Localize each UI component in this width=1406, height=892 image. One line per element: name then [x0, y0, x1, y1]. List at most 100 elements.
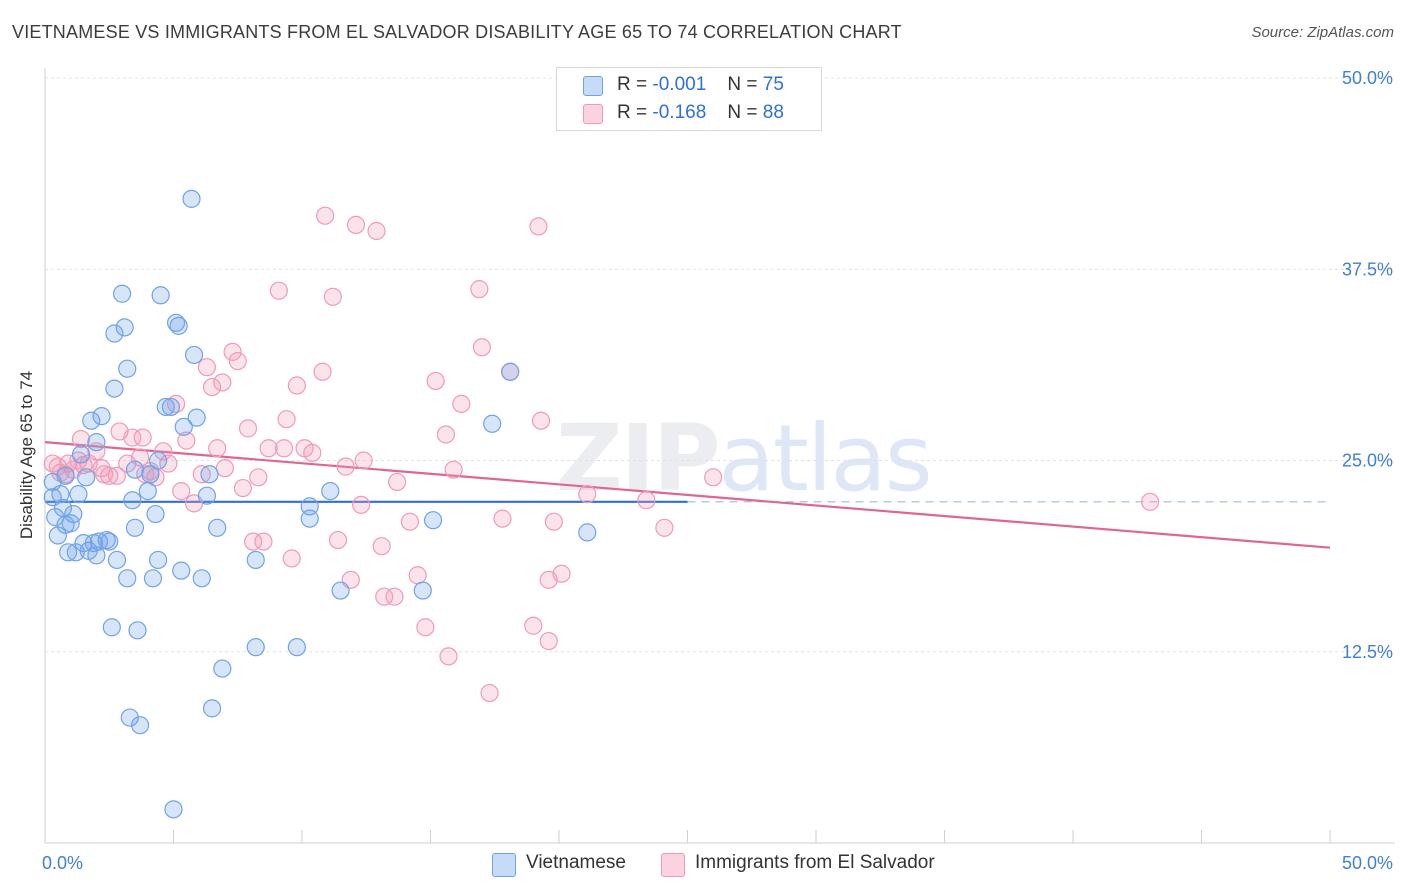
- point-el-salvador: [323, 287, 342, 306]
- point-el-salvador: [704, 468, 723, 487]
- point-el-salvador: [328, 530, 348, 550]
- point-el-salvador: [133, 428, 152, 447]
- point-vietnamese: [107, 550, 127, 570]
- chart-title: VIETNAMESE VS IMMIGRANTS FROM EL SALVADO…: [12, 22, 902, 42]
- point-el-salvador: [172, 482, 191, 501]
- point-el-salvador: [444, 460, 463, 479]
- point-vietnamese: [92, 407, 111, 426]
- x-tick-label: 50.0%: [1342, 853, 1393, 873]
- point-el-salvador: [524, 616, 543, 635]
- legend-n-value-el-salvador: 88: [762, 102, 784, 123]
- point-el-salvador: [215, 459, 234, 478]
- point-vietnamese: [102, 618, 121, 637]
- point-el-salvador: [552, 564, 571, 583]
- point-vietnamese: [77, 468, 96, 487]
- point-vietnamese: [46, 508, 65, 527]
- point-vietnamese: [151, 286, 170, 305]
- point-el-salvador: [192, 465, 211, 484]
- legend-swatch-vietnamese: [492, 853, 516, 877]
- point-vietnamese: [59, 543, 78, 562]
- point-el-salvador: [202, 377, 222, 397]
- point-el-salvador: [1140, 492, 1160, 511]
- point-vietnamese: [69, 485, 88, 504]
- legend-swatch-vietnamese: [583, 76, 603, 96]
- point-el-salvador: [387, 472, 407, 492]
- point-vietnamese: [118, 569, 137, 588]
- point-vietnamese: [174, 417, 193, 436]
- y-tick-label: 12.5%: [1342, 642, 1393, 662]
- point-vietnamese: [578, 523, 597, 542]
- point-vietnamese: [197, 486, 217, 505]
- legend-swatch-el-salvador: [583, 104, 603, 124]
- point-el-salvador: [529, 217, 548, 236]
- point-vietnamese: [184, 345, 204, 365]
- point-vietnamese: [246, 550, 265, 570]
- point-el-salvador: [313, 362, 332, 381]
- data-points: [43, 189, 1160, 819]
- point-vietnamese: [213, 659, 232, 678]
- point-el-salvador: [470, 280, 489, 299]
- point-el-salvador: [123, 428, 142, 447]
- point-vietnamese: [321, 482, 340, 501]
- point-el-salvador: [385, 587, 404, 606]
- point-el-salvador: [100, 466, 119, 485]
- point-el-salvador: [238, 419, 258, 438]
- point-vietnamese: [120, 708, 139, 727]
- legend-r-label: R =: [617, 74, 648, 95]
- point-el-salvador: [249, 468, 268, 487]
- point-el-salvador: [197, 358, 217, 377]
- point-el-salvador: [43, 454, 62, 473]
- point-vietnamese: [501, 362, 520, 381]
- y-tick-label: 50.0%: [1342, 68, 1393, 88]
- point-vietnamese: [100, 532, 119, 551]
- point-el-salvador: [408, 566, 427, 585]
- legend-r-value-vietnamese: -0.001: [652, 74, 707, 95]
- point-vietnamese: [141, 465, 160, 484]
- point-vietnamese: [138, 482, 157, 501]
- point-vietnamese: [164, 800, 183, 819]
- y-tick-label: 25.0%: [1342, 451, 1393, 471]
- tick-labels: 12.5% 25.0% 37.5% 50.0% 0.0% 50.0%: [42, 68, 1393, 873]
- point-vietnamese: [148, 451, 168, 470]
- point-el-salvador: [493, 509, 512, 528]
- legend-r-value-el-salvador: -0.168: [652, 102, 707, 123]
- point-vietnamese: [87, 433, 106, 452]
- x-tick-label: 0.0%: [42, 853, 83, 873]
- point-el-salvador: [372, 537, 391, 556]
- point-vietnamese: [89, 532, 109, 551]
- point-vietnamese: [287, 638, 306, 657]
- point-el-salvador: [316, 206, 335, 225]
- point-vietnamese: [246, 638, 265, 657]
- point-vietnamese: [105, 379, 124, 398]
- point-el-salvador: [531, 411, 551, 430]
- point-vietnamese: [202, 699, 222, 718]
- point-vietnamese: [143, 569, 163, 588]
- point-vietnamese: [123, 491, 142, 510]
- point-vietnamese: [161, 397, 181, 417]
- point-el-salvador: [539, 631, 558, 651]
- point-el-salvador: [277, 410, 296, 429]
- point-el-salvador: [233, 478, 252, 498]
- legend-n-value-vietnamese: 75: [762, 74, 784, 95]
- point-el-salvador: [208, 439, 227, 458]
- trend-line-el-salvador: [44, 441, 1331, 549]
- point-el-salvador: [655, 518, 674, 537]
- point-el-salvador: [71, 429, 91, 449]
- point-vietnamese: [169, 316, 188, 335]
- point-el-salvador: [480, 683, 499, 703]
- gridlines: [45, 77, 1395, 653]
- point-el-salvador: [436, 425, 456, 444]
- point-el-salvador: [346, 215, 366, 234]
- point-el-salvador: [336, 457, 355, 476]
- point-vietnamese: [146, 504, 165, 524]
- point-el-salvador: [87, 442, 106, 461]
- point-el-salvador: [637, 491, 656, 510]
- point-el-salvador: [177, 431, 196, 450]
- point-el-salvador: [259, 439, 278, 458]
- legend-label-el-salvador: Immigrants from El Salvador: [695, 852, 935, 873]
- point-vietnamese: [166, 313, 186, 332]
- legend-r-label: R =: [617, 102, 648, 123]
- point-vietnamese: [118, 359, 137, 378]
- point-vietnamese: [82, 411, 101, 430]
